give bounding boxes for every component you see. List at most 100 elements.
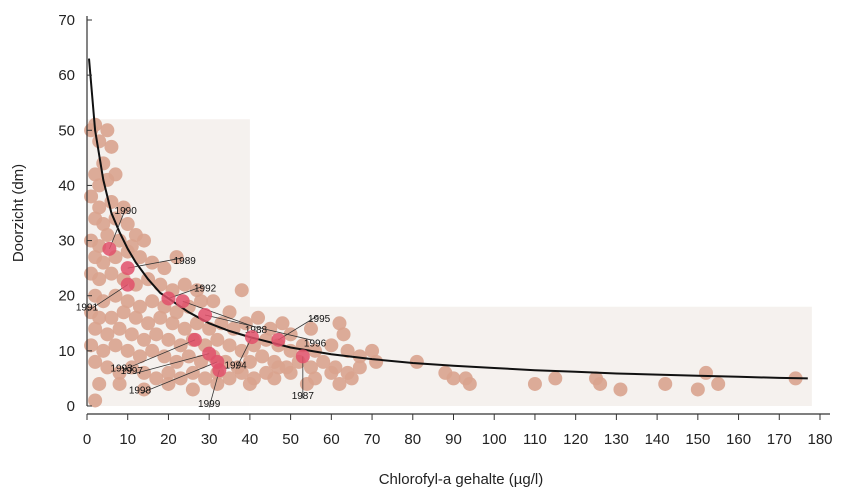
data-point: [242, 376, 257, 391]
data-point: [316, 354, 331, 369]
fit-curve-layer: [88, 58, 808, 380]
data-point: [251, 310, 266, 325]
data-point: [149, 327, 164, 342]
data-point: [303, 321, 318, 336]
data-point: [324, 338, 339, 353]
x-tick-label: 90: [445, 431, 462, 448]
data-point: [169, 354, 184, 369]
data-point: [299, 376, 314, 391]
year-label-1995: 1995: [308, 314, 331, 325]
data-point: [173, 371, 188, 386]
x-tick-label: 20: [160, 431, 177, 448]
leader-line: [278, 315, 319, 341]
data-point: [124, 327, 139, 342]
data-point: [234, 283, 249, 298]
data-point: [242, 354, 257, 369]
data-point: [181, 349, 196, 364]
data-point: [690, 382, 705, 397]
axes: 0 10 20 30 40 50 60 70 0 10 20 30 40 50 60 70 80 90 100 110…: [58, 12, 832, 448]
data-point: [658, 376, 673, 391]
data-point: [112, 321, 127, 336]
y-tick-label: 10: [58, 343, 75, 360]
data-point: [711, 376, 726, 391]
data-point: [222, 338, 237, 353]
data-point: [352, 360, 367, 375]
leader-line: [133, 353, 210, 375]
highlight-point-1988: [175, 294, 190, 309]
x-tick-label: 0: [83, 431, 91, 448]
x-tick-label: 110: [523, 431, 547, 448]
highlight-point-1996: [198, 308, 213, 323]
data-point: [303, 360, 318, 375]
y-tick-label: 50: [58, 122, 75, 139]
data-point: [169, 250, 184, 265]
data-point: [153, 277, 168, 292]
data-point: [210, 376, 225, 391]
data-point: [198, 371, 213, 386]
data-point: [96, 255, 111, 270]
fit-curve: [88, 58, 808, 380]
data-point: [120, 217, 135, 232]
data-point: [100, 228, 115, 243]
year-label-1989: 1989: [174, 256, 197, 267]
highlight-point-1993: [187, 332, 202, 347]
data-point: [177, 321, 192, 336]
data-point: [698, 365, 713, 380]
data-point: [108, 288, 123, 303]
data-point: [88, 393, 103, 408]
data-point: [141, 316, 156, 331]
highlight-point-1999: [212, 363, 227, 378]
data-point: [145, 294, 160, 309]
data-point: [137, 332, 152, 347]
year-label-1994: 1994: [225, 361, 248, 372]
leader-line: [182, 300, 254, 327]
data-point: [255, 349, 270, 364]
year-label-1996: 1996: [304, 339, 327, 350]
data-point: [161, 365, 176, 380]
data-point: [271, 360, 286, 375]
data-point: [132, 299, 147, 314]
data-point: [462, 376, 477, 391]
data-point: [116, 305, 131, 320]
data-point: [145, 343, 160, 358]
data-point: [446, 371, 461, 386]
highlight-point-1989: [120, 261, 135, 276]
highlight-point-1987: [295, 349, 310, 364]
leader-line: [109, 208, 127, 249]
data-point: [206, 294, 221, 309]
data-point: [344, 371, 359, 386]
year-label-1998: 1998: [129, 385, 152, 396]
x-tick-label: 10: [119, 431, 136, 448]
data-point: [332, 316, 347, 331]
year-label-1988: 1988: [245, 325, 268, 336]
data-point: [194, 294, 209, 309]
highlight-point-1994: [244, 330, 259, 345]
data-point: [124, 360, 139, 375]
y-tick-label: 20: [58, 288, 75, 305]
data-point: [527, 376, 542, 391]
highlight-point-1990: [102, 241, 117, 256]
data-point: [149, 371, 164, 386]
data-point: [104, 139, 119, 154]
year-label-1997: 1997: [121, 366, 144, 377]
data-point: [210, 332, 225, 347]
data-point: [234, 365, 249, 380]
x-tick-label: 40: [242, 431, 259, 448]
data-point: [112, 233, 127, 248]
data-point: [234, 343, 249, 358]
data-point: [336, 327, 351, 342]
data-point: [108, 338, 123, 353]
data-point: [116, 200, 131, 215]
x-tick-label: 80: [404, 431, 421, 448]
data-point: [173, 338, 188, 353]
data-point: [100, 360, 115, 375]
data-point: [275, 316, 290, 331]
data-point: [409, 354, 424, 369]
data-point: [365, 343, 380, 358]
x-tick-label: 50: [282, 431, 299, 448]
data-point: [222, 371, 237, 386]
leader-line: [205, 314, 313, 341]
x-tick-label: 60: [323, 431, 340, 448]
data-point: [128, 310, 143, 325]
